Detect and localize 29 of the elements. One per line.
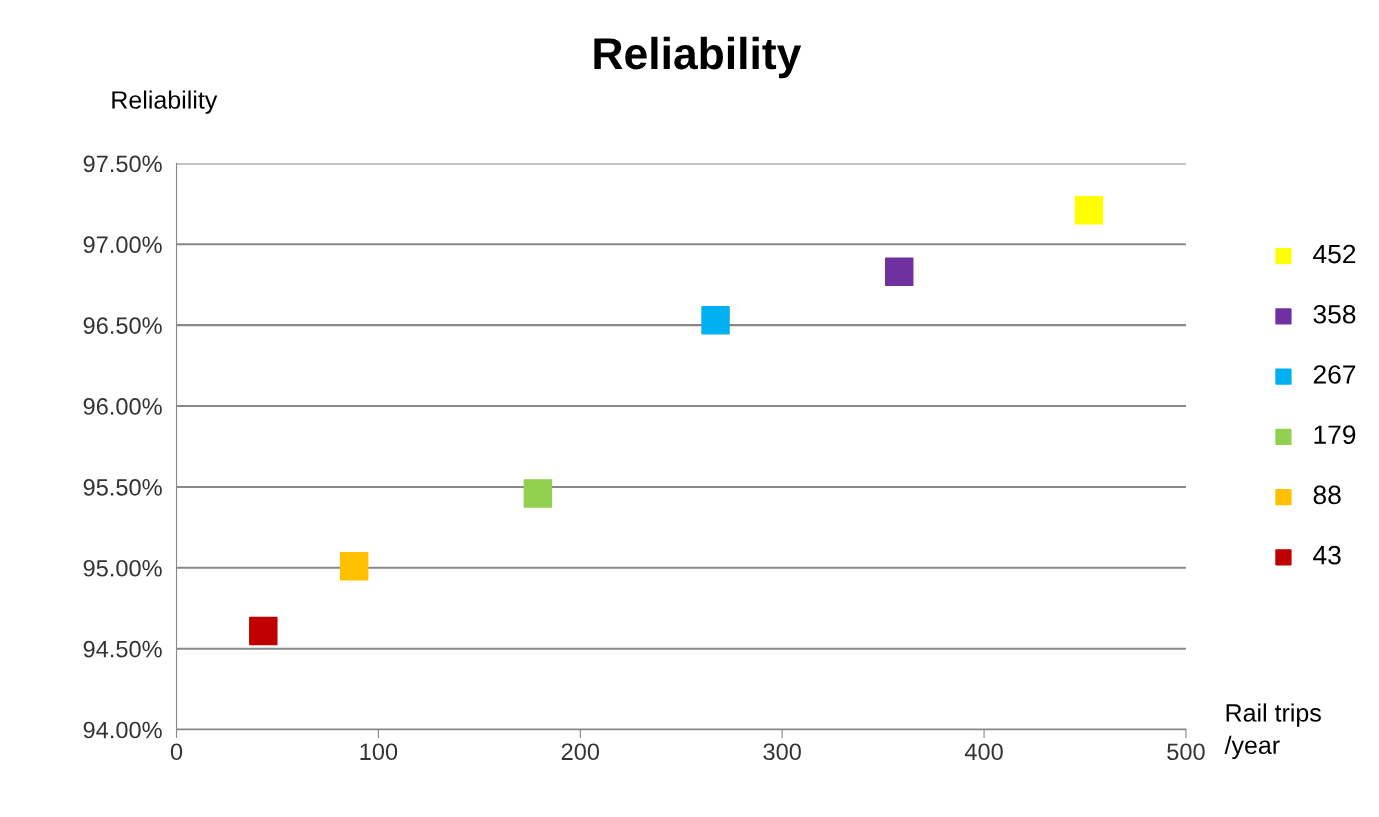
legend-label: 452 [1313,244,1356,264]
y-tick-label: 95.50% [83,479,162,496]
y-tick-label: 94.00% [83,721,162,739]
point [885,257,914,287]
point [701,306,730,335]
point [523,479,553,508]
legend-label: 179 [1314,425,1356,445]
y-tick-label: 96.00% [83,398,162,415]
x-tick-label: 0 [170,743,183,761]
point [339,551,369,581]
x-tick-label: 300 [763,743,801,761]
x-axis-title: Rail trips /year [1224,703,1321,760]
x-tick-label: 100 [360,743,398,761]
x-tick-label: 200 [561,743,600,761]
legend-label: 358 [1313,304,1356,324]
legend-label: 88 [1313,485,1341,505]
legend-label: 267 [1313,365,1356,384]
point [249,616,278,646]
y-tick-label: 97.50% [83,155,162,173]
point [1074,196,1104,225]
y-tick-label: 96.50% [83,317,162,334]
y-tick-label: 95.00% [83,559,162,577]
y-tick-label: 94.50% [83,640,162,658]
x-tick-label: 400 [964,743,1003,761]
legend-label: 43 [1313,545,1341,565]
y-tick-label: 97.00% [83,236,162,254]
y-axis-title: Reliability [112,90,218,114]
chart-title: Reliability [594,36,802,79]
x-tick-label: 500 [1167,743,1205,761]
